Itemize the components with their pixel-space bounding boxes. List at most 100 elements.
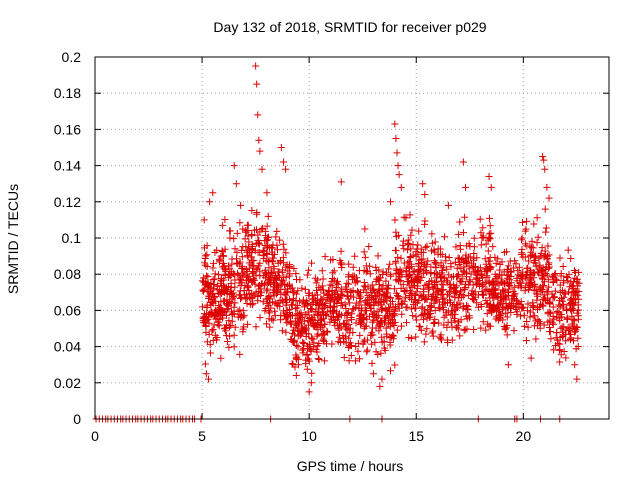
data-point <box>427 269 435 277</box>
x-tick-label: 15 <box>408 428 424 444</box>
data-point <box>198 303 206 311</box>
data-point <box>273 246 281 254</box>
data-point <box>326 281 334 289</box>
data-point <box>568 312 576 320</box>
data-point <box>257 289 265 297</box>
data-point <box>400 288 408 296</box>
data-point <box>503 331 511 339</box>
data-point <box>228 260 236 268</box>
data-point <box>404 246 412 254</box>
data-point <box>402 214 410 222</box>
data-point <box>221 325 229 333</box>
data-point <box>331 303 339 311</box>
data-point <box>528 243 536 251</box>
data-point <box>243 274 251 282</box>
data-point-outlier <box>393 149 401 157</box>
data-point <box>299 349 307 357</box>
data-point <box>392 265 400 273</box>
data-point <box>518 245 526 253</box>
data-point <box>569 316 577 324</box>
data-point <box>200 285 208 293</box>
data-point <box>512 260 520 268</box>
data-point <box>223 338 231 346</box>
data-point <box>479 224 487 232</box>
data-point <box>270 283 278 291</box>
data-point-outlier <box>421 191 429 199</box>
data-point <box>366 270 374 278</box>
data-point <box>330 267 338 275</box>
data-point <box>202 323 210 331</box>
data-point <box>220 288 228 296</box>
data-point <box>533 239 541 247</box>
data-point <box>433 278 441 286</box>
data-point <box>272 233 280 241</box>
data-point <box>401 286 409 294</box>
data-point <box>361 253 369 261</box>
data-point <box>243 252 251 260</box>
data-point <box>381 316 389 324</box>
data-point <box>398 310 406 318</box>
data-point <box>556 358 564 366</box>
data-point <box>387 271 395 279</box>
data-point <box>260 281 268 289</box>
data-point <box>507 268 515 276</box>
data-point <box>470 249 478 257</box>
data-point <box>310 339 318 347</box>
data-point <box>560 277 568 285</box>
data-point <box>470 263 478 271</box>
data-point <box>527 354 535 362</box>
data-point <box>395 273 403 281</box>
data-point <box>266 274 274 282</box>
data-point <box>373 307 381 315</box>
data-point <box>204 313 212 321</box>
data-point <box>518 218 526 226</box>
data-point <box>280 245 288 253</box>
data-point <box>292 305 300 313</box>
data-point <box>293 353 301 361</box>
data-point <box>430 270 438 278</box>
data-point <box>350 293 358 301</box>
data-point <box>412 304 420 312</box>
data-point <box>279 240 287 248</box>
data-point-outlier <box>369 370 377 378</box>
data-point <box>233 269 241 277</box>
data-point <box>426 307 434 315</box>
data-point <box>353 278 361 286</box>
data-point <box>489 277 497 285</box>
data-point <box>430 299 438 307</box>
data-point <box>523 318 531 326</box>
data-point <box>307 334 315 342</box>
data-point <box>534 233 542 241</box>
data-point <box>552 334 560 342</box>
data-point-outlier <box>294 361 302 369</box>
data-point <box>348 316 356 324</box>
data-point <box>463 242 471 250</box>
data-point <box>342 304 350 312</box>
data-point-outlier <box>459 158 467 166</box>
data-point <box>412 316 420 324</box>
data-point <box>476 215 484 223</box>
data-point <box>545 283 553 291</box>
data-point <box>244 282 252 290</box>
data-point <box>209 276 217 284</box>
data-point <box>395 295 403 303</box>
data-point <box>486 222 494 230</box>
data-point <box>447 260 455 268</box>
data-point <box>405 272 413 280</box>
data-point <box>564 326 572 334</box>
data-point <box>225 343 233 351</box>
data-point <box>333 284 341 292</box>
y-tick-label: 0.1 <box>62 230 82 246</box>
data-point <box>522 337 530 345</box>
data-point <box>417 248 425 256</box>
data-point <box>369 324 377 332</box>
data-point <box>356 355 364 363</box>
data-point <box>308 300 316 308</box>
data-point <box>418 274 426 282</box>
data-point <box>525 286 533 294</box>
data-point <box>558 297 566 305</box>
data-point <box>309 319 317 327</box>
data-point <box>518 236 526 244</box>
data-point <box>499 278 507 286</box>
data-point <box>303 365 311 373</box>
